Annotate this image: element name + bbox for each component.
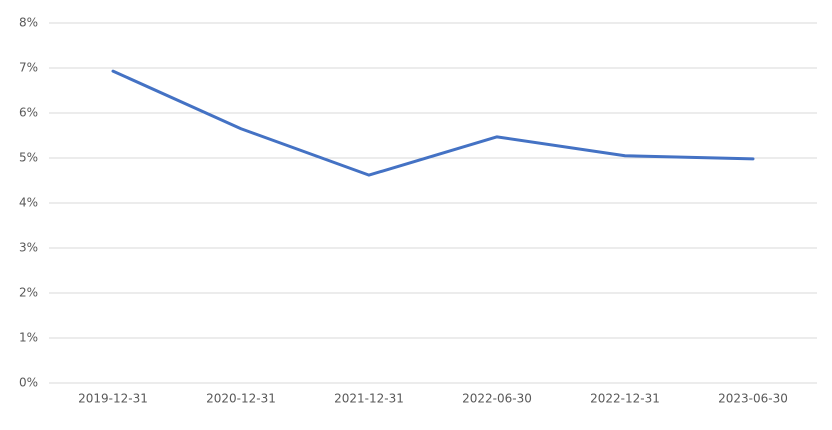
x-tick-label: 2021-12-31 — [334, 392, 404, 406]
x-tick-label: 2022-12-31 — [590, 392, 660, 406]
y-tick-label: 1% — [19, 331, 38, 345]
x-tick-label: 2022-06-30 — [462, 392, 532, 406]
x-tick-label: 2019-12-31 — [78, 392, 148, 406]
line-series — [111, 69, 755, 177]
y-tick-label: 8% — [19, 16, 38, 30]
y-tick-label: 2% — [19, 286, 38, 300]
y-tick-label: 5% — [19, 151, 38, 165]
y-tick-label: 4% — [19, 196, 38, 210]
y-tick-label: 6% — [19, 106, 38, 120]
y-tick-label: 3% — [19, 241, 38, 255]
y-tick-label: 7% — [19, 61, 38, 75]
x-tick-label: 2020-12-31 — [206, 392, 276, 406]
x-tick-label: 2023-06-30 — [718, 392, 788, 406]
y-tick-label: 0% — [19, 376, 38, 390]
